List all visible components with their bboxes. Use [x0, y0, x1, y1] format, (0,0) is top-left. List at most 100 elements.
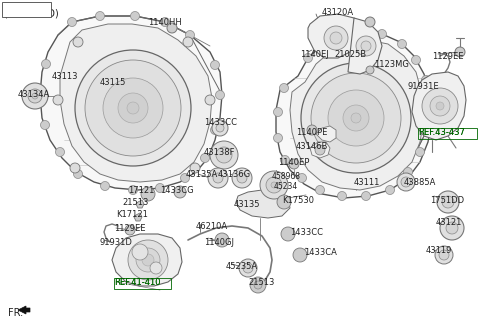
- Text: 17121: 17121: [128, 186, 155, 195]
- Text: 1129EE: 1129EE: [432, 52, 464, 61]
- Circle shape: [100, 181, 109, 191]
- Circle shape: [53, 95, 63, 105]
- Circle shape: [22, 83, 48, 109]
- Text: 1433CC: 1433CC: [204, 118, 237, 127]
- Circle shape: [85, 60, 181, 156]
- Circle shape: [411, 55, 420, 65]
- Circle shape: [128, 240, 168, 280]
- Text: 1140GJ: 1140GJ: [204, 238, 234, 247]
- Circle shape: [289, 159, 299, 169]
- Circle shape: [167, 23, 177, 33]
- Circle shape: [150, 262, 162, 274]
- Circle shape: [337, 31, 347, 40]
- Text: 91931E: 91931E: [408, 82, 440, 91]
- Polygon shape: [310, 142, 330, 158]
- Text: REF.43-437: REF.43-437: [418, 128, 465, 137]
- Text: (7MT 4WD): (7MT 4WD): [4, 8, 59, 18]
- Circle shape: [28, 89, 42, 103]
- Text: K17121: K17121: [116, 210, 148, 219]
- Circle shape: [423, 124, 432, 133]
- Circle shape: [132, 244, 148, 260]
- Circle shape: [446, 222, 458, 234]
- Text: 45234: 45234: [274, 182, 298, 191]
- Text: 21025B: 21025B: [334, 50, 366, 59]
- Text: 1433CC: 1433CC: [290, 228, 323, 237]
- Circle shape: [208, 168, 228, 188]
- Circle shape: [430, 96, 450, 116]
- Text: 1140HH: 1140HH: [148, 18, 182, 27]
- Circle shape: [75, 50, 191, 166]
- Circle shape: [127, 102, 139, 114]
- Circle shape: [366, 66, 374, 74]
- Text: 43135: 43135: [234, 200, 261, 209]
- Polygon shape: [412, 72, 466, 140]
- Circle shape: [328, 90, 384, 146]
- Circle shape: [70, 163, 80, 173]
- Circle shape: [216, 124, 224, 132]
- Circle shape: [142, 254, 154, 266]
- Circle shape: [215, 233, 229, 247]
- Circle shape: [185, 31, 194, 39]
- Polygon shape: [134, 213, 142, 221]
- Text: REF.41-410: REF.41-410: [114, 278, 160, 287]
- Circle shape: [317, 40, 326, 50]
- Circle shape: [56, 148, 64, 156]
- Text: 43119: 43119: [426, 246, 452, 255]
- Text: 1433CG: 1433CG: [160, 186, 193, 195]
- Text: 43136G: 43136G: [218, 170, 251, 179]
- Circle shape: [404, 168, 412, 176]
- Circle shape: [190, 163, 200, 173]
- Circle shape: [239, 259, 257, 277]
- Ellipse shape: [216, 147, 232, 163]
- Text: K17530: K17530: [282, 196, 314, 205]
- Text: 458968: 458968: [272, 172, 301, 181]
- Circle shape: [436, 102, 444, 110]
- Circle shape: [315, 186, 324, 195]
- Circle shape: [281, 227, 295, 241]
- Circle shape: [397, 39, 407, 49]
- Polygon shape: [136, 200, 144, 208]
- Circle shape: [129, 186, 137, 195]
- Text: FR.: FR.: [8, 308, 23, 318]
- Circle shape: [277, 195, 291, 209]
- Circle shape: [385, 186, 395, 195]
- Circle shape: [442, 196, 454, 208]
- Circle shape: [361, 41, 371, 51]
- Circle shape: [455, 47, 465, 57]
- Text: 43134A: 43134A: [18, 90, 50, 99]
- Circle shape: [337, 192, 347, 200]
- Circle shape: [330, 32, 342, 44]
- Text: 1140EP: 1140EP: [278, 158, 310, 167]
- Polygon shape: [348, 18, 382, 74]
- Text: 43885A: 43885A: [404, 178, 436, 187]
- Text: 43111: 43111: [354, 178, 380, 187]
- Text: 43146B: 43146B: [296, 142, 328, 151]
- Circle shape: [401, 177, 411, 187]
- Circle shape: [160, 17, 169, 27]
- Text: 43120A: 43120A: [322, 8, 354, 17]
- Circle shape: [293, 248, 307, 262]
- Circle shape: [174, 186, 186, 198]
- Circle shape: [274, 133, 283, 142]
- Circle shape: [358, 28, 367, 36]
- Circle shape: [201, 154, 209, 162]
- Circle shape: [205, 95, 215, 105]
- Text: 43121: 43121: [436, 218, 462, 227]
- Circle shape: [125, 225, 135, 235]
- Circle shape: [280, 155, 289, 165]
- Circle shape: [266, 177, 282, 193]
- Circle shape: [156, 183, 165, 193]
- Circle shape: [213, 173, 223, 183]
- Circle shape: [232, 168, 252, 188]
- Circle shape: [141, 187, 155, 201]
- Text: 1433CA: 1433CA: [304, 248, 337, 257]
- Circle shape: [271, 182, 277, 188]
- Text: REF.41-410: REF.41-410: [114, 278, 160, 287]
- Ellipse shape: [210, 141, 238, 169]
- Circle shape: [216, 91, 225, 99]
- Circle shape: [435, 246, 453, 264]
- Circle shape: [183, 37, 193, 47]
- Text: 43115: 43115: [100, 78, 126, 87]
- Polygon shape: [40, 16, 222, 190]
- Circle shape: [243, 263, 253, 273]
